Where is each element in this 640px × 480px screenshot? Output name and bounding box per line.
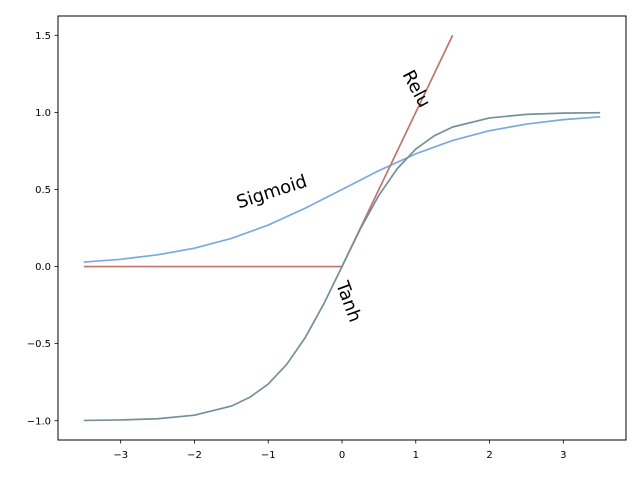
y-tick-label: 1.0 xyxy=(35,108,51,119)
sigmoid-line xyxy=(83,115,601,263)
plot-area xyxy=(58,16,626,440)
x-tick-label: 0 xyxy=(339,450,345,461)
y-tick-label: −1.0 xyxy=(27,416,51,427)
x-axis: −3 −2 −1 0 1 2 3 xyxy=(113,440,566,461)
x-tick-label: 1 xyxy=(413,450,419,461)
x-tick-label: 3 xyxy=(560,450,566,461)
y-tick-label: 0.5 xyxy=(35,185,51,196)
x-tick-label: 2 xyxy=(486,450,492,461)
x-tick-label: −3 xyxy=(113,450,128,461)
y-tick-label: −0.5 xyxy=(27,339,51,350)
y-tick-label: 0.0 xyxy=(35,262,51,273)
series-layer xyxy=(83,34,601,422)
x-tick-label: −1 xyxy=(261,450,276,461)
tanh-line xyxy=(83,111,601,422)
y-tick-label: 1.5 xyxy=(35,31,51,42)
y-axis: −1.0 −0.5 0.0 0.5 1.0 1.5 xyxy=(27,31,58,427)
x-tick-label: −2 xyxy=(187,450,202,461)
